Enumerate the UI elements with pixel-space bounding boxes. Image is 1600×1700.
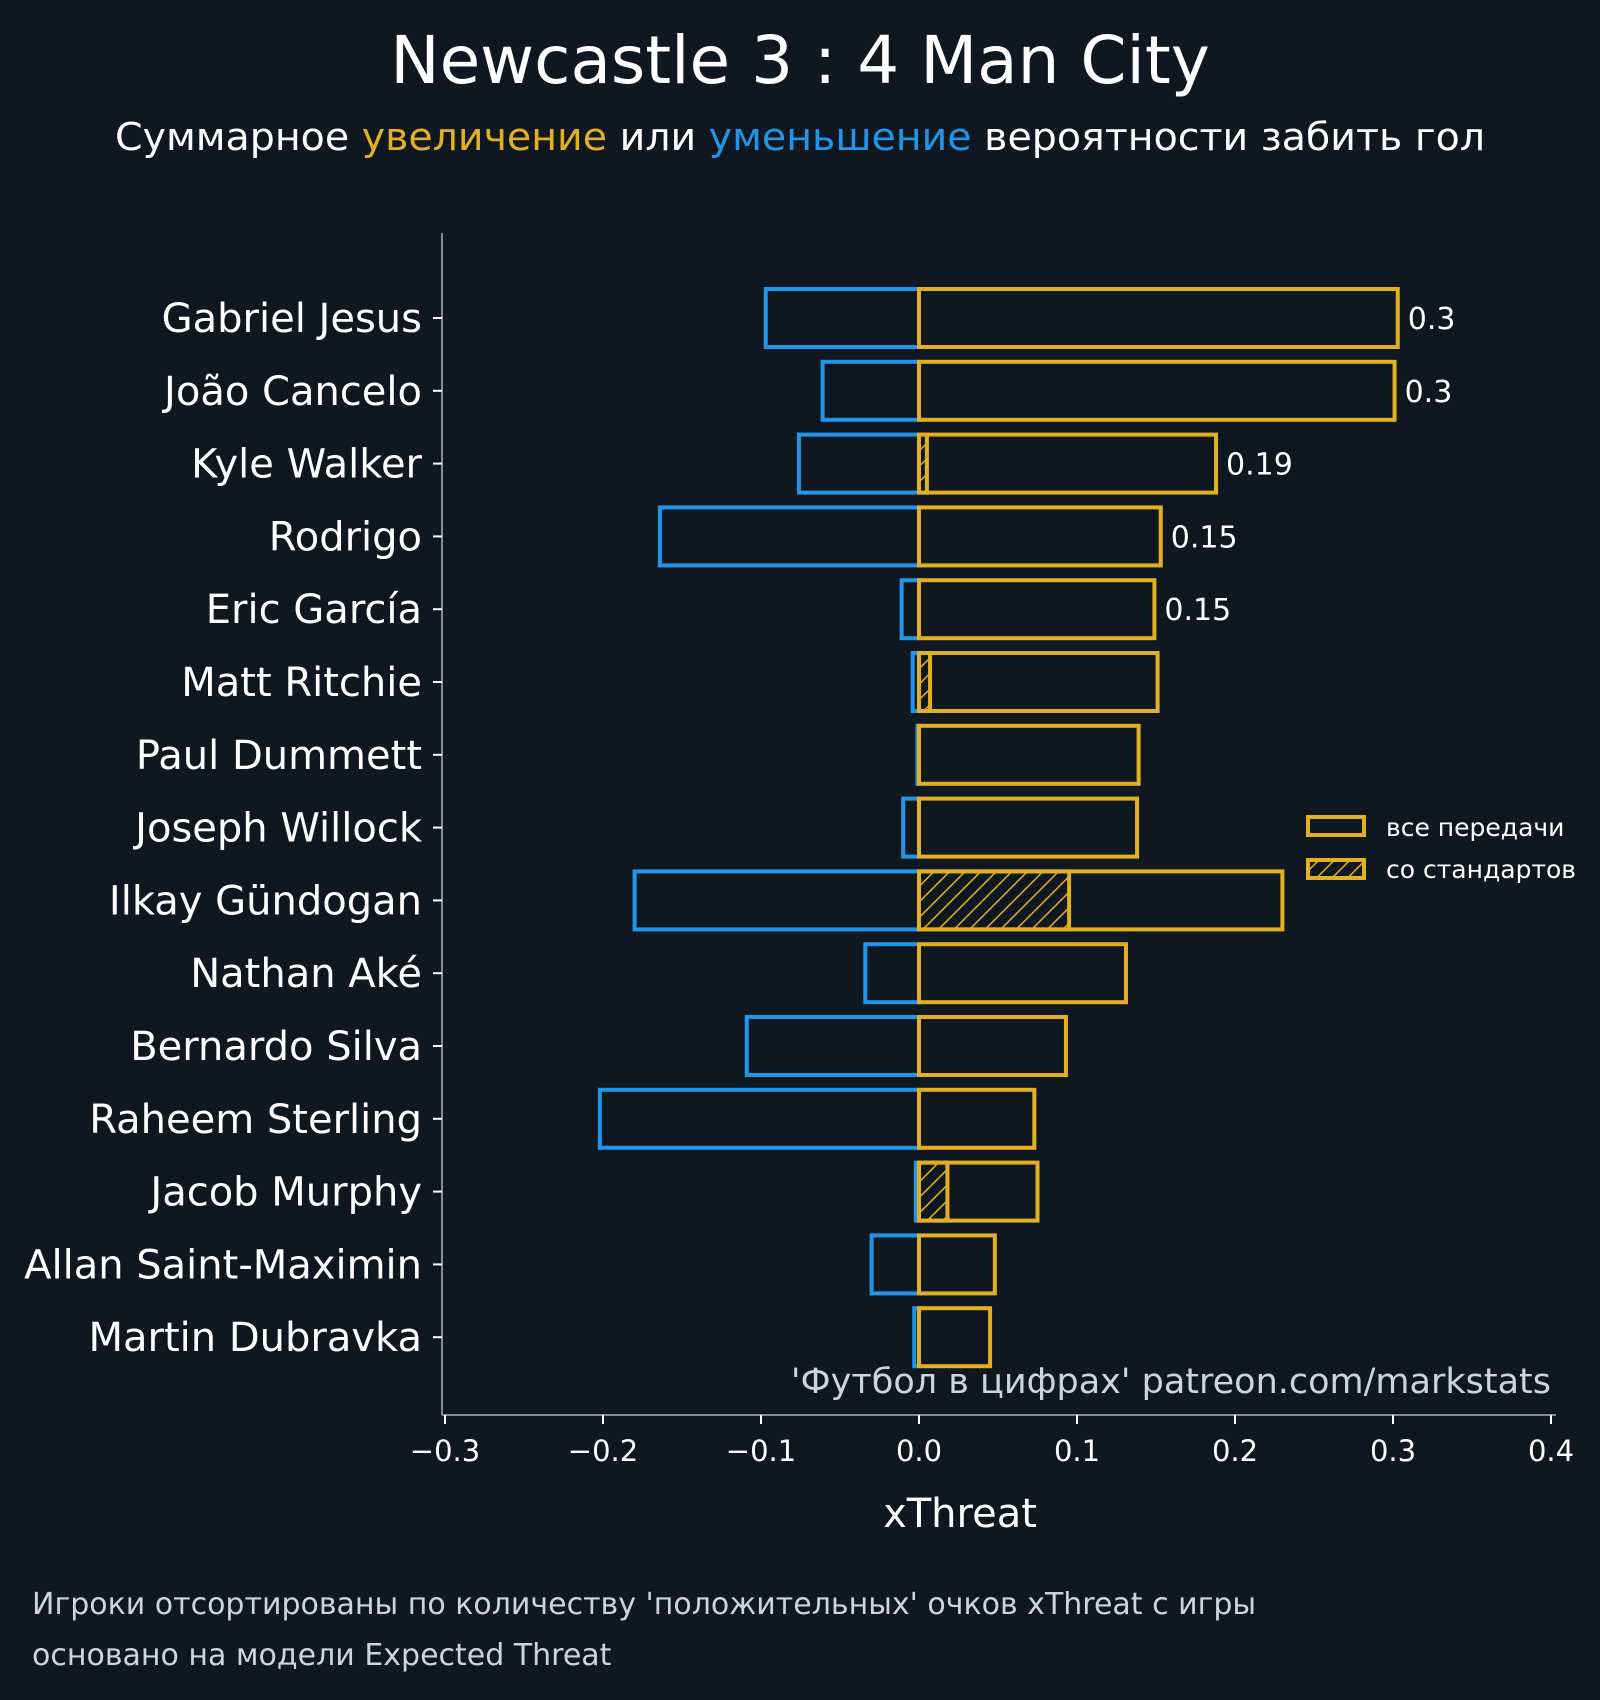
positive-bar: [917, 578, 1157, 641]
legend-swatch-set-pieces: [1306, 858, 1366, 880]
x-axis-label: xThreat: [883, 1491, 1037, 1537]
legend-swatch-all-passes: [1306, 815, 1366, 837]
subtitle-part-1: Суммарное: [115, 115, 362, 159]
positive-bar: [917, 287, 1400, 349]
positive-bar: [917, 432, 1219, 495]
player-label: João Cancelo: [161, 369, 422, 415]
player-label: Ilkay Gündogan: [109, 878, 422, 924]
x-tick-label: 0.4: [1528, 1434, 1574, 1468]
footnote-sorting: Игроки отсортированы по количеству 'поло…: [32, 1587, 1256, 1622]
subtitle-part-3: или: [607, 115, 709, 159]
player-label: Eric García: [206, 587, 422, 633]
negative-bar: [820, 359, 921, 422]
x-tick-label: 0.1: [1054, 1434, 1100, 1468]
footnote-model: основано на модели Expected Threat: [32, 1638, 612, 1673]
player-label: Bernardo Silva: [130, 1024, 422, 1070]
set-piece-bar: [917, 869, 1072, 932]
legend: все передачи со стандартов: [1306, 813, 1576, 884]
watermark: 'Футбол в цифрах' patreon.com/markstats: [791, 1362, 1551, 1402]
negative-bar: [899, 578, 921, 641]
chart-subtitle: Суммарное увеличение или уменьшение веро…: [115, 115, 1485, 159]
x-tick-label: −0.2: [568, 1434, 638, 1468]
positive-bar: [917, 1233, 997, 1296]
value-label: 0.3: [1405, 375, 1453, 410]
player-label: Gabriel Jesus: [162, 296, 422, 342]
x-tick-label: 0.3: [1370, 1434, 1416, 1468]
negative-bar: [869, 1233, 921, 1296]
player-label: Martin Dubravka: [89, 1315, 422, 1361]
negative-bar: [796, 432, 921, 495]
chart-title: Newcastle 3 : 4 Man City: [390, 22, 1210, 99]
subtitle-increase: увеличение: [362, 115, 607, 159]
player-label: Matt Ritchie: [181, 660, 422, 706]
positive-bar: [917, 651, 1160, 713]
player-label: Raheem Sterling: [89, 1097, 422, 1143]
x-tick-label: 0.0: [896, 1434, 942, 1468]
set-piece-bar: [917, 1160, 950, 1223]
negative-bar: [632, 869, 921, 932]
positive-bar: [917, 1087, 1037, 1150]
x-tick-label: 0.2: [1212, 1434, 1258, 1468]
player-label: Paul Dummett: [136, 733, 422, 779]
set-piece-bar: [917, 432, 929, 495]
positive-bar: [917, 1306, 993, 1369]
value-label: 0.3: [1408, 302, 1456, 337]
x-tick-label: −0.3: [410, 1434, 480, 1468]
positive-bar: [917, 359, 1397, 422]
positive-bar: [917, 723, 1141, 786]
negative-bar: [597, 1087, 922, 1150]
negative-bar: [657, 505, 921, 568]
negative-bar: [744, 1015, 922, 1077]
value-label: 0.19: [1226, 448, 1293, 483]
value-label: 0.15: [1171, 520, 1238, 555]
positive-bar: [917, 1015, 1068, 1077]
set-piece-bar: [917, 651, 933, 713]
player-label: Rodrigo: [269, 514, 422, 560]
legend-label-all-passes: все передачи: [1386, 813, 1564, 842]
player-label: Joseph Willock: [132, 806, 423, 852]
plot-area: −0.3 −0.2 −0.1 0.0 0.1 0.2 0.3 0.4 Gabriel Jesus…: [24, 233, 1574, 1468]
player-label: Kyle Walker: [191, 442, 422, 488]
player-label: Nathan Aké: [190, 951, 422, 997]
x-tick-label: −0.1: [726, 1434, 796, 1468]
positive-bar: [917, 796, 1140, 859]
negative-bar: [863, 942, 922, 1005]
positive-bar: [917, 942, 1128, 1005]
legend-label-set-pieces: со стандартов: [1386, 855, 1576, 884]
value-label: 0.15: [1164, 593, 1231, 628]
player-label: Jacob Murphy: [147, 1170, 422, 1216]
positive-bar: [917, 505, 1163, 568]
subtitle-part-5: вероятности забить гол: [972, 115, 1485, 159]
negative-bar: [763, 287, 921, 349]
subtitle-decrease: уменьшение: [709, 115, 972, 159]
player-label: Allan Saint-Maximin: [24, 1242, 422, 1288]
negative-bar: [901, 796, 922, 859]
